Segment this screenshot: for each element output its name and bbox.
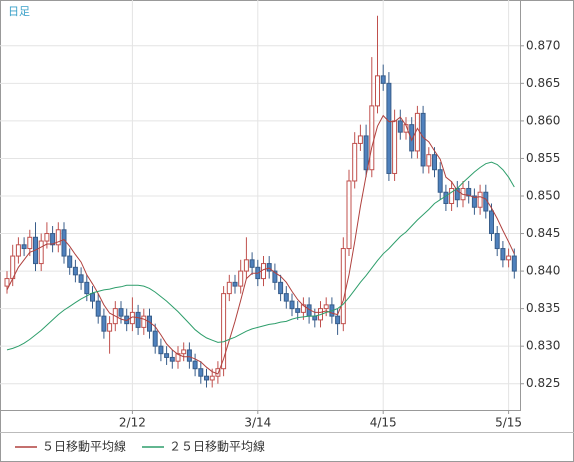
candle-body [44,233,50,242]
candle-body [78,274,84,283]
y-tick-label: 0.835 [526,301,560,315]
candle-body [226,281,232,295]
candle-body [72,266,78,276]
candle-body [357,135,363,144]
candle-body [175,353,181,362]
candle-body [238,270,244,287]
candle-body [432,154,437,171]
candle-body [397,120,403,133]
candle-body [272,270,278,283]
candle-body [506,255,512,261]
y-tick-label: 0.850 [526,188,560,202]
candle-body [426,154,432,167]
candle-body [67,255,73,268]
candle-body [443,191,449,204]
candle-body [346,180,352,250]
candle-body [27,236,33,250]
candle-body [477,191,483,208]
candle-body [158,345,164,355]
y-tick-label: 0.845 [526,226,560,240]
candle-body [101,315,107,332]
candle-body [192,360,198,370]
candle-body [340,248,346,325]
candle-body [164,353,170,358]
candle-body [21,244,27,250]
candle-body [295,308,301,313]
candle-body [169,356,175,362]
candle-body [204,375,209,381]
period-label: 日足 [8,5,30,18]
candle-body [386,82,392,174]
candle-body [15,244,21,257]
candle-body [243,259,249,272]
candle-body [323,304,329,310]
candle-body [312,315,318,321]
candle-body [352,142,358,182]
candle-body [118,308,124,317]
candle-body [375,75,380,107]
candle-body [511,255,517,272]
y-tick-label: 0.840 [526,264,560,278]
candle-body [152,330,158,347]
candle-body [209,375,215,381]
candle-body [221,293,227,370]
plot-frame [0,0,521,411]
candle-body [300,304,306,313]
candle-body [466,187,472,197]
candle-body [471,195,477,208]
candle-body [363,135,369,171]
x-tick-label: 3/14 [244,416,271,430]
y-tick-label: 0.830 [526,339,560,353]
candle-body [500,248,506,261]
moving-average-line [6,161,515,351]
candle-body [90,293,95,302]
candle-body [55,229,61,246]
candle-body [232,281,238,287]
y-tick-label: 0.855 [526,151,560,165]
candle-body [249,259,255,268]
candle-body [278,281,284,295]
candle-body [181,349,187,355]
candle-body [420,112,426,167]
y-tick-label: 0.865 [526,76,560,90]
candle-body [38,240,44,265]
candle-body [84,281,90,295]
candle-body [369,105,375,171]
candle-body [186,349,192,362]
legend-label: ２５日移動平均線 [169,439,265,454]
candle-body [198,368,204,377]
y-tick-label: 0.825 [526,376,560,390]
candle-body [95,300,101,317]
candle-body [215,368,221,377]
candle-body [141,315,147,328]
candle-body [135,311,141,328]
x-tick-label: 2/12 [119,416,146,430]
candle-body [335,315,341,325]
legend-label: ５日移動平均線 [42,439,126,454]
marks [4,15,517,388]
candle-body [289,300,295,310]
candle-body [4,278,10,287]
y-tick-label: 0.870 [526,38,560,52]
x-tick-label: 4/15 [370,416,397,430]
y-tick-label: 0.860 [526,113,560,127]
candle-body [494,233,500,250]
moving-average-line [6,114,515,375]
candle-body [380,75,386,84]
candle-body [392,120,398,174]
candle-body [50,233,56,246]
axes: 0.825 0.830 0.835 0.840 0.845 0.850 0.855 0.860… [15,38,560,454]
candle-body [107,323,113,332]
candle-body [437,169,443,193]
x-tick-label: 5/15 [495,416,522,430]
candle-body [266,263,272,272]
candle-body [283,293,289,302]
candle-body [61,229,67,257]
candle-body [409,124,415,152]
candle-body [449,187,455,204]
candle-body [489,210,494,235]
